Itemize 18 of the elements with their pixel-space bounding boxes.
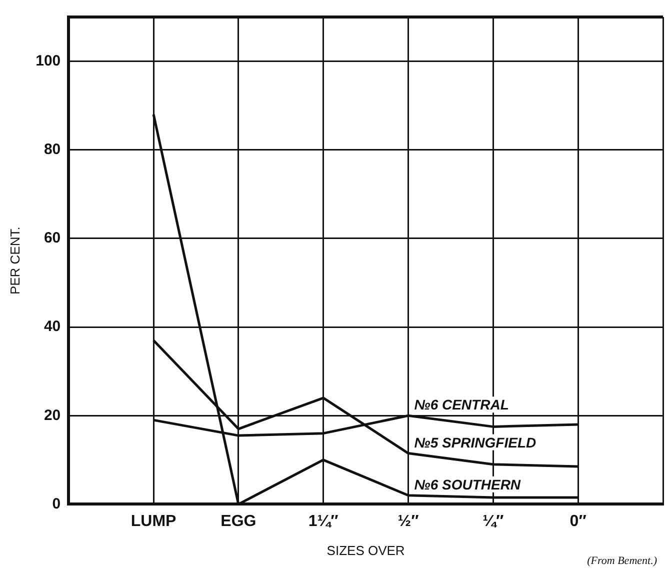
x-axis-title: SIZES OVER <box>326 542 405 558</box>
x-tick-label: LUMP <box>130 513 177 530</box>
text: (From Bement.) <box>587 555 657 567</box>
x-tick-label: 1¼″ <box>308 513 339 530</box>
y-tick-label: 60 <box>44 230 61 247</box>
y-tick-label: 40 <box>44 318 61 336</box>
x-tick-label: EGG <box>220 513 256 530</box>
y-tick-label: 0 <box>52 495 61 512</box>
y-tick-label: 100 <box>36 52 61 70</box>
y-tick-label: 20 <box>44 406 61 424</box>
x-tick-label: 0″ <box>570 513 587 530</box>
series-label: №6 SOUTHERN <box>414 476 522 492</box>
series-label: №6 CENTRAL <box>414 396 509 413</box>
x-tick-label: ½″ <box>398 513 420 530</box>
x-tick-label: ¼″ <box>482 513 504 530</box>
y-tick-label: 80 <box>44 141 61 158</box>
series-label: №5 SPRINGFIELD <box>414 434 536 450</box>
y-axis-title: PER CENT. <box>7 226 22 295</box>
